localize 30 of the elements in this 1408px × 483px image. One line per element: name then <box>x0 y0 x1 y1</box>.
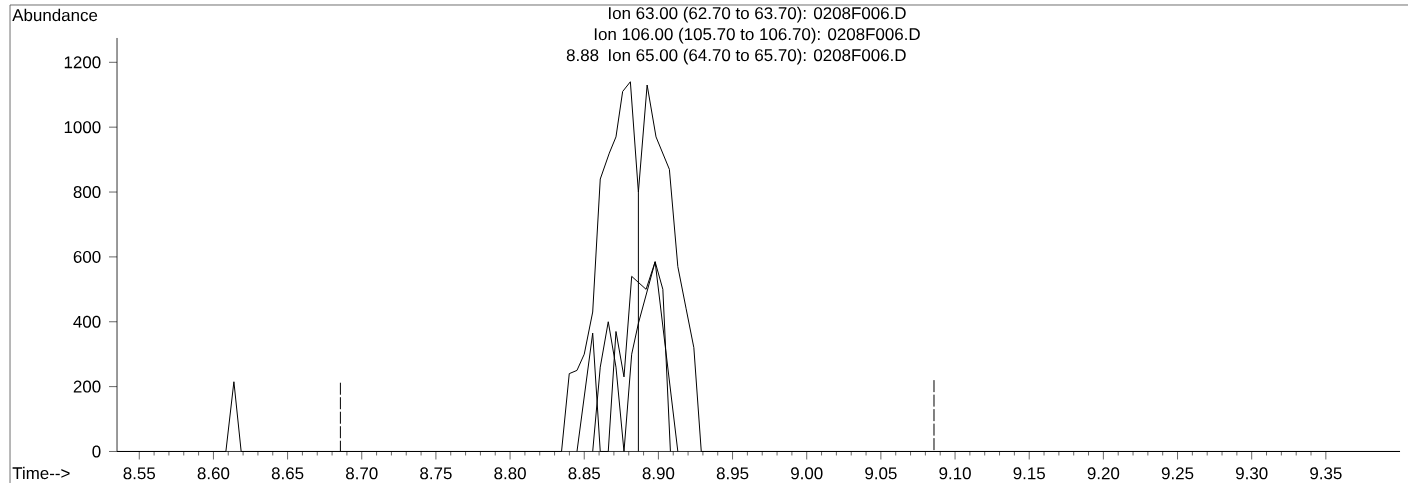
x-axis-title: Time--> <box>12 466 70 480</box>
x-tick-label: 9.25 <box>1161 467 1194 480</box>
x-tick-label: 9.05 <box>865 467 897 480</box>
y-tick-label: 800 <box>73 186 101 199</box>
x-tick-label: 8.80 <box>494 467 526 480</box>
x-tick-label: 8.60 <box>197 467 230 480</box>
x-tick-label: 9.15 <box>1013 467 1045 480</box>
x-tick-label: 8.55 <box>123 467 156 480</box>
y-tick-label: 1000 <box>64 121 101 134</box>
y-tick-label: 200 <box>73 380 101 393</box>
y-tick-label: 0 <box>92 445 101 458</box>
annotation: Ion 65.00 (64.70 to 65.70): 0208F006.D <box>609 48 906 65</box>
y-tick-label: 1200 <box>64 56 101 69</box>
x-tick-label: 9.35 <box>1310 467 1342 480</box>
y-tick-label: 400 <box>73 315 101 328</box>
x-tick-label: 9.10 <box>939 467 971 480</box>
x-tick-label: 9.20 <box>1087 467 1120 480</box>
x-tick-label: 8.95 <box>716 467 749 480</box>
chart-subtitle: Ion 106.00 (105.70 to 106.70): 0208F006.D <box>594 27 920 44</box>
x-tick-label: 8.90 <box>642 467 675 480</box>
x-tick-label: 9.00 <box>791 467 823 480</box>
x-tick-label: 8.70 <box>346 467 378 480</box>
x-tick-label: 8.85 <box>568 467 600 480</box>
x-tick-label: 8.75 <box>420 467 452 480</box>
chart-title: Ion 63.00 (62.70 to 63.70): 0208F006.D <box>609 6 906 23</box>
y-axis-title: Abundance <box>12 8 98 22</box>
annotation: 8.88 <box>566 49 599 62</box>
y-tick-label: 600 <box>73 250 101 263</box>
x-tick-label: 9.30 <box>1236 467 1268 480</box>
x-tick-label: 8.65 <box>271 467 304 480</box>
